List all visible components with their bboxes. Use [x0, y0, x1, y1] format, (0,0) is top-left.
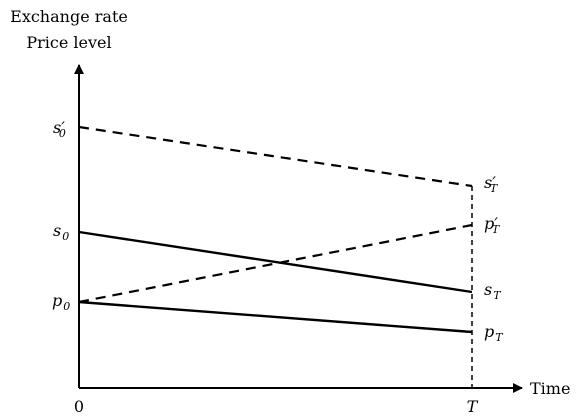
label-p0: p0: [52, 291, 70, 313]
p-path: [78, 300, 473, 334]
label-sT: sT: [484, 280, 502, 302]
time-T-label: T: [467, 397, 479, 416]
label-s0-prime: s′0: [53, 118, 66, 140]
p-prime-path: [78, 223, 473, 304]
label-pT: pT: [484, 322, 504, 344]
x-axis-title: Time: [530, 379, 570, 398]
y-axis-title-line1: Exchange rate: [10, 7, 128, 26]
s-prime-path: [78, 125, 473, 188]
label-s0: s0: [53, 221, 69, 243]
s-path: [78, 230, 473, 294]
label-sT-prime: s′T: [484, 173, 499, 195]
y-axis-title-line2: Price level: [26, 33, 111, 52]
origin-label: 0: [74, 397, 84, 416]
label-pT-prime: p′T: [484, 214, 501, 236]
